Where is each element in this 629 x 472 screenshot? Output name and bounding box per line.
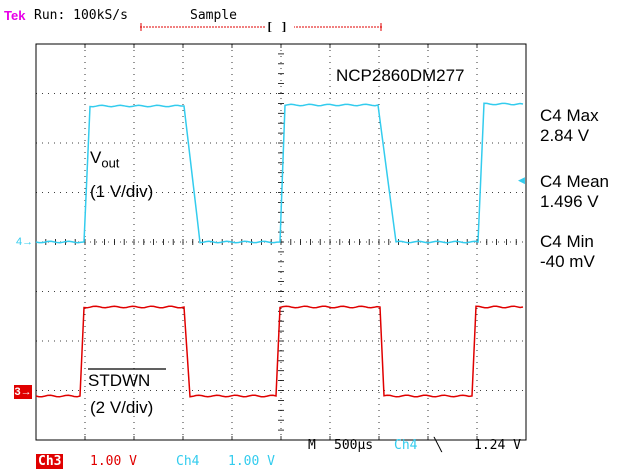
ch3-marker-text: 3: [14, 386, 21, 398]
vout-label-main: V: [90, 148, 102, 167]
ch3-ground-marker: 3→: [14, 385, 32, 399]
stdwn-scale: (2 V/div): [90, 398, 154, 417]
timebase-value: 500µs: [334, 438, 374, 453]
acquisition-mode: Sample: [190, 8, 237, 23]
mean-label: C4 Mean: [540, 172, 609, 191]
vout-scale: (1 V/div): [90, 182, 154, 201]
svg-text:[ ]: [ ]: [266, 22, 288, 32]
stdwn-label: STDWN: [88, 371, 151, 390]
trigger-level-arrow-icon: ◀: [518, 175, 525, 185]
timebase-prefix: M: [308, 438, 316, 453]
trigger-position-indicator: [ ]: [140, 22, 382, 32]
ch4-scale: 1.00 V: [228, 454, 275, 469]
max-value: 2.84 V: [540, 126, 590, 145]
vout-label-sub: out: [101, 155, 120, 171]
trigger-level: 1.24 V: [474, 438, 521, 453]
trigger-slope-icon: ╲: [434, 438, 442, 453]
run-status: Run: 100kS/s: [34, 8, 128, 23]
mean-value: 1.496 V: [540, 192, 599, 211]
trigger-channel: Ch4: [394, 438, 418, 453]
vout-label: Vout: [90, 148, 119, 170]
ch3-waveform: [35, 305, 524, 398]
ch4-marker-text: 4: [16, 236, 23, 248]
status-bar: Tek Run: 100kS/s Sample [ ]: [0, 0, 629, 40]
settings-bar: Ch3 1.00 V Ch4 1.00 V M 500µs Ch4 ╲ 1.24…: [0, 438, 629, 472]
ch3-tag: Ch3: [36, 454, 64, 469]
ch4-ground-marker: 4→: [16, 236, 34, 248]
min-value: -40 mV: [540, 252, 595, 271]
ch3-scale: 1.00 V: [90, 454, 137, 469]
ch4-tag: Ch4: [176, 454, 200, 469]
min-label: C4 Min: [540, 232, 594, 251]
ch4-waveform: [35, 102, 524, 244]
max-label: C4 Max: [540, 106, 599, 125]
brand-label: Tek: [4, 8, 26, 23]
device-model-label: NCP2860DM277: [336, 66, 465, 85]
